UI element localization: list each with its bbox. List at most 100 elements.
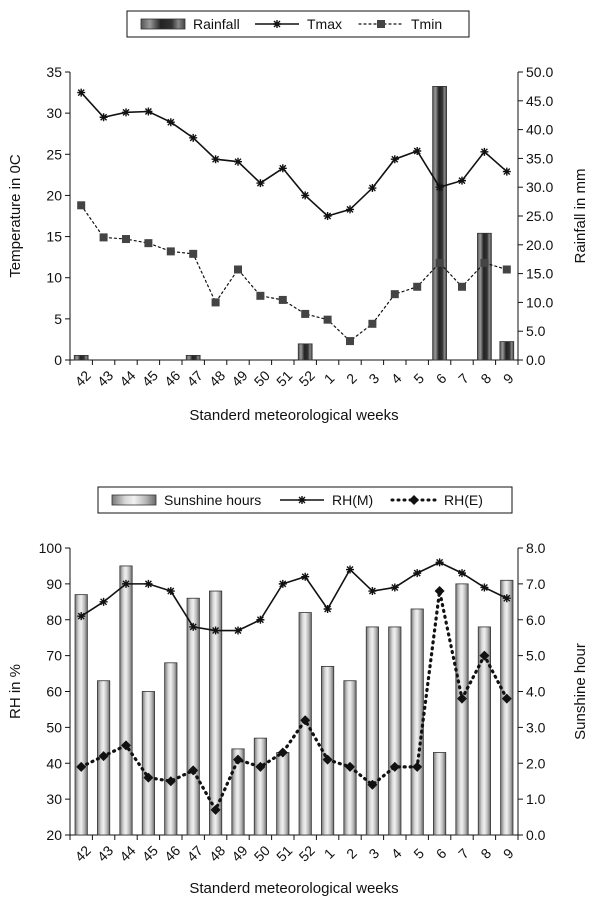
y-axis-title-left: Temperature in 0C bbox=[7, 154, 24, 278]
y-tick-label-left: 5 bbox=[54, 311, 62, 327]
tmax-point bbox=[413, 146, 422, 155]
tmin-point bbox=[166, 247, 175, 256]
temperature-rainfall-chart: 0 5 10 15 20 25 30 35 0.0 5.0 10.0 15.0 20.0 25.0 30.0… bbox=[7, 10, 589, 424]
sunshine-hours-bar bbox=[209, 590, 223, 836]
tmax-point bbox=[189, 133, 198, 142]
tmin-point bbox=[278, 295, 287, 304]
tmin-point bbox=[480, 258, 489, 267]
rh-m-point bbox=[301, 572, 310, 581]
x-tick-label: 7 bbox=[455, 845, 472, 862]
x-tick-label: 9 bbox=[500, 845, 517, 862]
tmax-point bbox=[502, 167, 511, 176]
legend-label: Sunshine hours bbox=[164, 492, 261, 508]
y-tick-label-left: 70 bbox=[46, 648, 62, 664]
rh-e-point bbox=[98, 751, 109, 762]
rh-m-point bbox=[346, 565, 354, 574]
rh-m-point bbox=[77, 612, 86, 621]
legend-swatch bbox=[111, 494, 157, 506]
y-tick-label-right: 50.0 bbox=[526, 64, 553, 80]
tmin-point bbox=[234, 265, 242, 274]
axes: 20 30 40 50 60 70 80 90 100 0.0 1.0 2.0 3.0 4.0 5.0 6.0… bbox=[39, 540, 546, 865]
tmin-point bbox=[413, 282, 422, 291]
legend-marker bbox=[298, 496, 306, 504]
y-tick-label-right: 15.0 bbox=[526, 266, 553, 282]
y-tick-label-right: 1.0 bbox=[526, 791, 546, 807]
legend-item-tmax: Tmax bbox=[255, 16, 342, 32]
tmin-point bbox=[323, 315, 332, 324]
sunshine-hours-bar bbox=[164, 662, 178, 836]
tmax-point bbox=[278, 164, 287, 173]
y-tick-label-left: 10 bbox=[46, 270, 62, 286]
tmin-point bbox=[99, 233, 108, 242]
tmax-line bbox=[80, 92, 508, 217]
y-tick-label-left: 30 bbox=[46, 791, 62, 807]
y-tick-label-right: 2.0 bbox=[526, 755, 546, 771]
rh-m-point bbox=[122, 579, 130, 588]
rh-e-point bbox=[479, 650, 490, 661]
rainfall-bar bbox=[432, 86, 447, 361]
y-tick-label-left: 20 bbox=[46, 187, 62, 203]
x-tick-label: 47 bbox=[183, 842, 205, 864]
y-tick-label-right: 35.0 bbox=[526, 150, 553, 166]
tmax-point bbox=[166, 118, 175, 127]
y-tick-label-left: 60 bbox=[46, 684, 62, 700]
x-tick-label: 3 bbox=[365, 845, 382, 862]
tmax-point bbox=[458, 176, 466, 185]
rh-e-point bbox=[233, 754, 243, 765]
tmin-point bbox=[458, 282, 466, 291]
y-tick-label-left: 0 bbox=[54, 352, 62, 368]
tmin-point bbox=[390, 290, 399, 299]
x-tick-label: 6 bbox=[433, 845, 450, 862]
rainfall-bar bbox=[185, 354, 201, 361]
tmax-point bbox=[99, 113, 108, 122]
rh-e-point bbox=[322, 754, 333, 765]
rh-e-point bbox=[434, 586, 445, 597]
legend: Sunshine hours RH(M) RH(E) bbox=[97, 486, 513, 514]
x-tick-label: 8 bbox=[477, 845, 494, 862]
rainfall-bar bbox=[297, 343, 313, 361]
sunshine-hours-bar bbox=[74, 594, 88, 836]
x-axis-title: Standerd meteorological weeks bbox=[189, 407, 398, 424]
x-tick-label: 49 bbox=[228, 842, 250, 864]
tmax-series bbox=[77, 88, 511, 220]
y-tick-label-right: 5.0 bbox=[526, 323, 546, 339]
sunshine-hours-bar bbox=[186, 597, 200, 836]
tmax-point bbox=[346, 205, 354, 214]
rh-e-point bbox=[389, 761, 400, 772]
rainfall-bar bbox=[73, 354, 89, 361]
y-tick-label-left: 35 bbox=[46, 64, 62, 80]
y-axis-title-left: RH in % bbox=[7, 664, 24, 719]
sunshine-hours-bar bbox=[119, 565, 133, 836]
y-tick-label-left: 100 bbox=[39, 540, 63, 556]
tmax-point bbox=[301, 191, 310, 200]
sunshine-hours-bar bbox=[343, 680, 357, 836]
x-tick-label: 46 bbox=[161, 842, 183, 864]
rh-m-point bbox=[234, 626, 242, 635]
x-tick-label: 1 bbox=[321, 845, 338, 862]
rh-m-point bbox=[435, 558, 444, 567]
legend-item-rainfall: Rainfall bbox=[140, 16, 240, 32]
rh-m-point bbox=[256, 615, 265, 624]
legend-marker bbox=[377, 20, 385, 28]
x-tick-label: 42 bbox=[71, 842, 93, 864]
legend: Rainfall Tmax Tmin bbox=[126, 10, 470, 38]
legend-label: Tmin bbox=[411, 16, 442, 32]
tmax-point bbox=[77, 88, 86, 97]
tmin-point bbox=[144, 239, 153, 248]
x-tick-label: 48 bbox=[206, 842, 228, 864]
tmax-point bbox=[435, 183, 444, 192]
tmin-point bbox=[368, 319, 377, 328]
y-axis-title-right: Rainfall in mm bbox=[572, 168, 589, 263]
y-tick-label-right: 8.0 bbox=[526, 540, 546, 556]
legend-item-rh-e: RH(E) bbox=[390, 492, 483, 508]
x-tick-label: 4 bbox=[388, 845, 405, 862]
rh-m-point bbox=[144, 579, 153, 588]
rh-e-point bbox=[345, 761, 355, 772]
rh-m-point bbox=[99, 597, 108, 606]
x-tick-label: 52 bbox=[295, 842, 317, 864]
sunshine-hours-bar bbox=[410, 608, 424, 836]
sunshine-hours-bar bbox=[477, 626, 491, 836]
rh-e-point bbox=[76, 761, 87, 772]
tmin-point bbox=[211, 298, 220, 307]
